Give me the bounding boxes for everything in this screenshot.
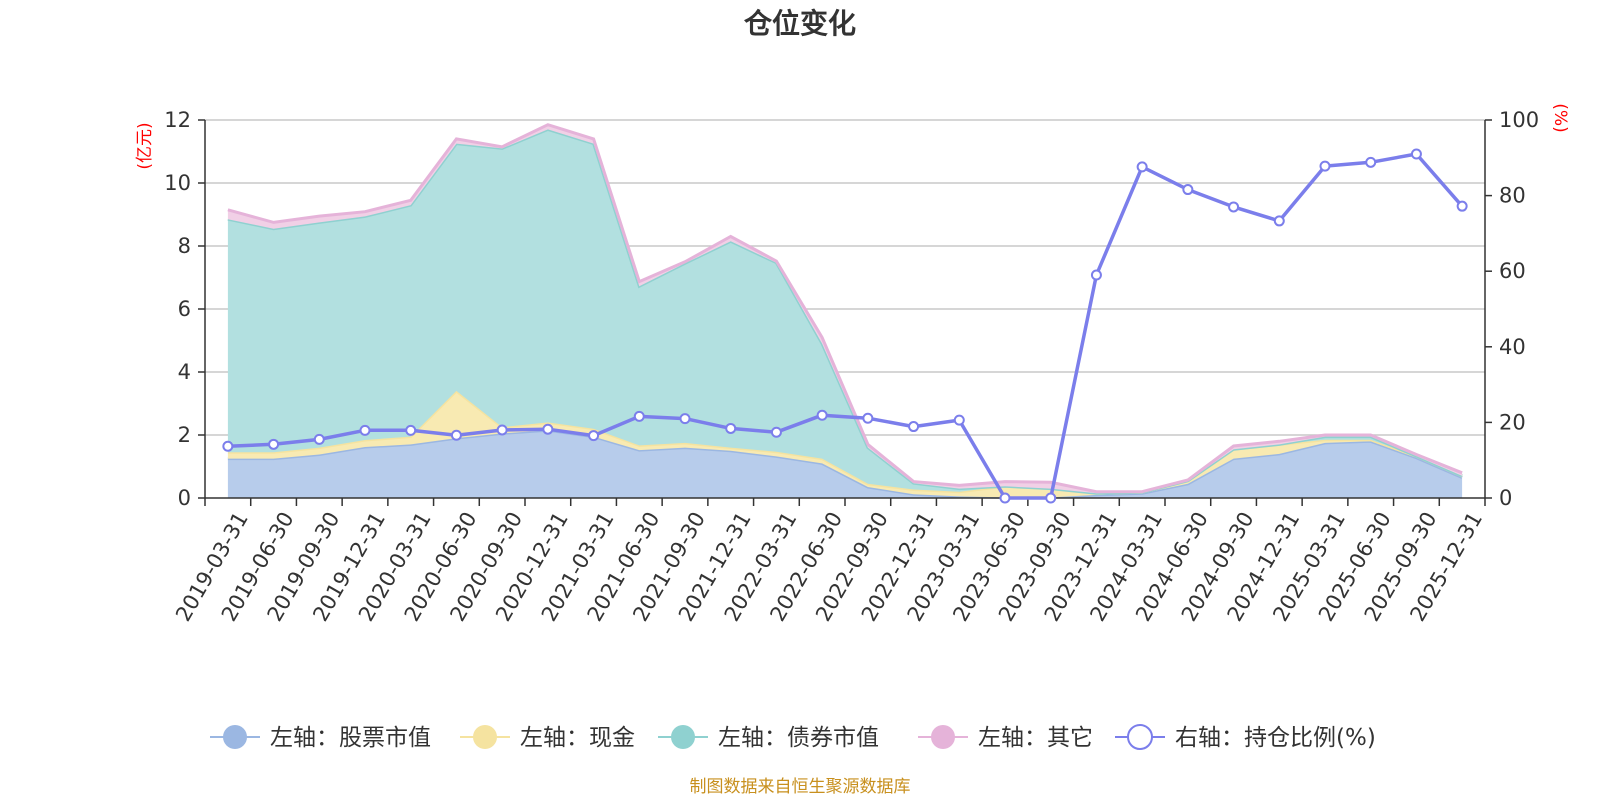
legend-label: 左轴：现金 xyxy=(520,725,635,751)
ratio-point xyxy=(679,413,691,425)
ratio-point xyxy=(999,492,1011,504)
right-axis-tick-label: 60 xyxy=(1499,259,1526,283)
ratio-point xyxy=(405,424,417,436)
right-axis-tick-label: 0 xyxy=(1499,486,1512,510)
right-axis-tick-label: 40 xyxy=(1499,335,1526,359)
ratio-point xyxy=(633,410,645,422)
position-ratio-series xyxy=(222,148,1468,504)
ratio-point xyxy=(313,433,325,445)
ratio-point xyxy=(1045,492,1057,504)
left-axis-tick-label: 10 xyxy=(164,171,191,195)
area-series-1 xyxy=(227,430,1463,498)
legend-label: 左轴：其它 xyxy=(978,725,1093,751)
legend-label: 右轴：持仓比例(%) xyxy=(1175,725,1376,751)
ratio-point xyxy=(770,426,782,438)
ratio-point xyxy=(1410,148,1422,160)
ratio-point xyxy=(359,424,371,436)
area-series-4-edge xyxy=(227,123,1463,494)
left-axis-tick-label: 12 xyxy=(164,108,191,132)
ratio-point xyxy=(222,440,234,452)
left-axis-unit: (亿元) xyxy=(135,122,155,169)
ratio-point xyxy=(816,409,828,421)
ratio-point xyxy=(1319,160,1331,172)
legend-swatch-dot xyxy=(671,725,695,749)
ratio-point xyxy=(1090,269,1102,281)
ratio-point xyxy=(542,423,554,435)
right-axis-unit: (%) xyxy=(1550,103,1570,132)
left-axis-tick-label: 2 xyxy=(178,423,191,447)
legend-item-3: 左轴：债券市值 xyxy=(658,725,879,751)
ratio-point xyxy=(268,438,280,450)
source-note: 制图数据来自恒生聚源数据库 xyxy=(690,777,911,797)
legend-label: 左轴：债券市值 xyxy=(718,725,879,751)
ratio-point xyxy=(450,429,462,441)
left-axis-tick-label: 8 xyxy=(178,234,191,258)
legend-item-5: 右轴：持仓比例(%) xyxy=(1115,724,1376,751)
right-axis-tick-label: 100 xyxy=(1499,108,1539,132)
ratio-point xyxy=(1273,215,1285,227)
ratio-point xyxy=(1182,184,1194,196)
left-axis-tick-label: 0 xyxy=(178,486,191,510)
ratio-point xyxy=(1136,161,1148,173)
legend-label: 左轴：股票市值 xyxy=(270,725,431,751)
ratio-point xyxy=(953,414,965,426)
ratio-point xyxy=(496,424,508,436)
ratio-point xyxy=(588,430,600,442)
legend-swatch-ring xyxy=(1127,724,1153,750)
ratio-point xyxy=(725,422,737,434)
legend-swatch-dot xyxy=(223,725,247,749)
legend: 左轴：股票市值 左轴：现金 左轴：债券市值 左轴：其它 右轴：持仓比例(%) xyxy=(210,724,1376,751)
chart-title: 仓位变化 xyxy=(744,7,856,40)
legend-item-4: 左轴：其它 xyxy=(918,725,1093,751)
left-axis-tick-label: 4 xyxy=(178,360,191,384)
legend-item-1: 左轴：股票市值 xyxy=(210,725,431,751)
right-axis-tick-label: 80 xyxy=(1499,184,1526,208)
legend-item-2: 左轴：现金 xyxy=(460,725,635,751)
ratio-point xyxy=(1228,201,1240,213)
right-axis-tick-label: 20 xyxy=(1499,410,1526,434)
stacked-areas xyxy=(227,123,1463,499)
ratio-point xyxy=(862,412,874,424)
area-series-3 xyxy=(227,129,1463,494)
ratio-line xyxy=(227,152,1464,500)
left-axis-tick-label: 6 xyxy=(178,297,191,321)
ratio-point xyxy=(908,421,920,433)
legend-swatch-dot xyxy=(473,725,497,749)
legend-swatch-dot xyxy=(931,725,955,749)
ratio-point xyxy=(1456,200,1468,212)
ratio-point xyxy=(1365,156,1377,168)
